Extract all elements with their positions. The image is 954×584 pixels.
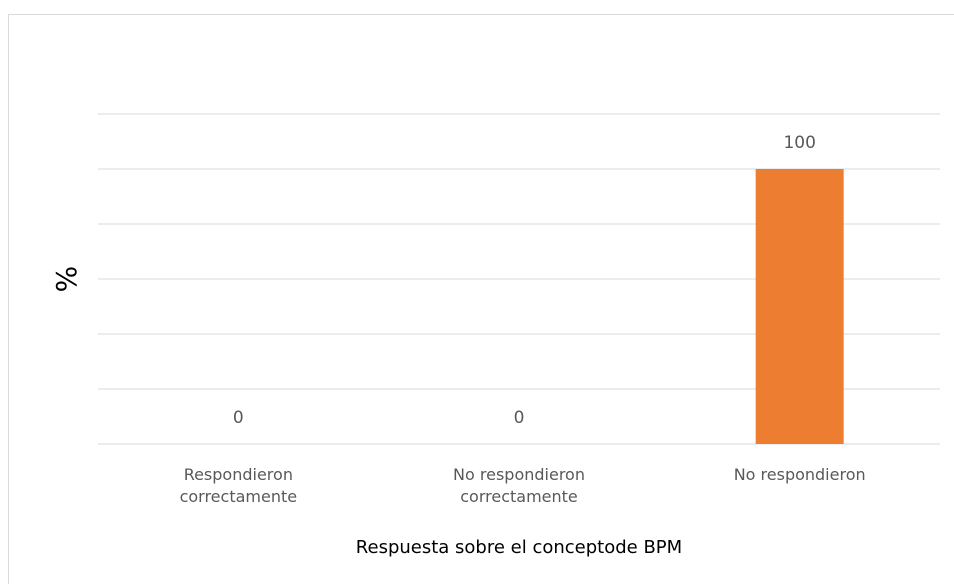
x-tick-label: Respondieron correctamente bbox=[179, 465, 298, 506]
chart-frame bbox=[8, 14, 954, 584]
data-label: 100 bbox=[783, 133, 815, 153]
data-label: 0 bbox=[233, 408, 244, 428]
data-label: 0 bbox=[514, 408, 525, 428]
x-tick-label: No respondieron correctamente bbox=[453, 465, 585, 506]
x-axis-title: Respuesta sobre el conceptode BPM bbox=[356, 537, 682, 558]
y-axis-title: % bbox=[50, 266, 83, 293]
x-tick-label: No respondieron bbox=[733, 465, 866, 484]
bar bbox=[755, 169, 844, 444]
